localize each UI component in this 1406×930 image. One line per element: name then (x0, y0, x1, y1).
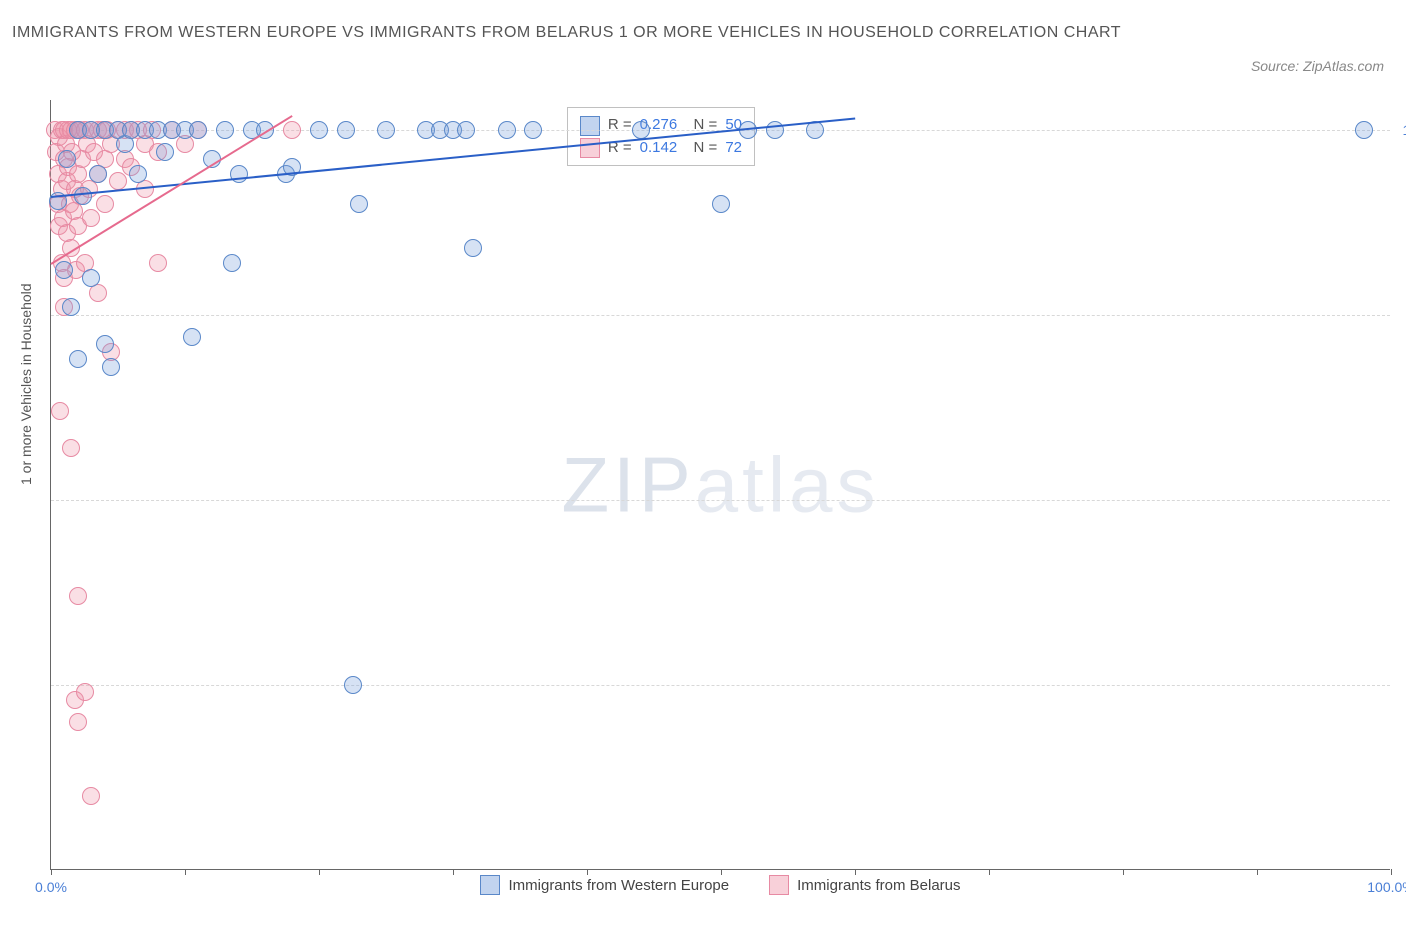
y-tick-label: 87.5% (1395, 307, 1406, 323)
pink-point (69, 587, 87, 605)
blue-point (102, 358, 120, 376)
grid-line (51, 315, 1390, 316)
x-tick (587, 869, 588, 875)
blue-point (632, 121, 650, 139)
swatch-blue-icon (580, 116, 600, 136)
stat-n-label: N = (685, 137, 717, 160)
blue-point (82, 269, 100, 287)
pink-point (82, 209, 100, 227)
blue-point (69, 350, 87, 368)
stats-row-pink: R = 0.142 N = 72 (580, 137, 742, 160)
blue-point (524, 121, 542, 139)
x-tick (453, 869, 454, 875)
pink-point (82, 787, 100, 805)
blue-point (216, 121, 234, 139)
grid-line (51, 500, 1390, 501)
stat-r-pink: 0.142 (640, 137, 678, 160)
legend-label-pink: Immigrants from Belarus (797, 877, 960, 894)
x-tick (1391, 869, 1392, 875)
blue-point (58, 150, 76, 168)
legend-item-blue: Immigrants from Western Europe (480, 875, 729, 895)
blue-point (377, 121, 395, 139)
pink-point (69, 713, 87, 731)
x-tick (1257, 869, 1258, 875)
pink-point (62, 439, 80, 457)
blue-point (62, 298, 80, 316)
x-tick (855, 869, 856, 875)
blue-point (766, 121, 784, 139)
blue-point (712, 195, 730, 213)
blue-point (457, 121, 475, 139)
stat-n-pink: 72 (725, 137, 742, 160)
pink-point (96, 195, 114, 213)
blue-point (337, 121, 355, 139)
grid-line (51, 685, 1390, 686)
blue-point (129, 165, 147, 183)
blue-point (223, 254, 241, 272)
y-axis-title: 1 or more Vehicles in Household (18, 283, 34, 485)
pink-point (51, 402, 69, 420)
y-tick-label: 100.0% (1395, 122, 1406, 138)
pink-point (149, 254, 167, 272)
watermark-atlas: atlas (695, 440, 880, 528)
source-label: Source: ZipAtlas.com (1251, 58, 1384, 74)
x-tick (721, 869, 722, 875)
blue-point (350, 195, 368, 213)
blue-point (1355, 121, 1373, 139)
swatch-pink-icon (580, 138, 600, 158)
swatch-blue-icon (480, 875, 500, 895)
pink-point (109, 172, 127, 190)
blue-point (498, 121, 516, 139)
stats-row-blue: R = 0.276 N = 50 (580, 114, 742, 137)
chart-title: IMMIGRANTS FROM WESTERN EUROPE VS IMMIGR… (12, 20, 1121, 46)
x-tick (319, 869, 320, 875)
y-tick-label: 62.5% (1395, 677, 1406, 693)
x-tick (989, 869, 990, 875)
legend-item-pink: Immigrants from Belarus (769, 875, 960, 895)
x-tick (51, 869, 52, 875)
blue-point (464, 239, 482, 257)
legend-label-blue: Immigrants from Western Europe (508, 877, 729, 894)
x-tick-label: 0.0% (35, 879, 67, 895)
bottom-legend: Immigrants from Western Europe Immigrant… (51, 875, 1390, 895)
x-tick (185, 869, 186, 875)
x-tick (1123, 869, 1124, 875)
watermark-zip: ZIP (561, 440, 694, 528)
blue-point (74, 187, 92, 205)
watermark: ZIPatlas (561, 439, 879, 530)
blue-point (183, 328, 201, 346)
blue-point (189, 121, 207, 139)
x-tick-label: 100.0% (1367, 879, 1406, 895)
blue-point (230, 165, 248, 183)
stat-r-label: R = (608, 114, 632, 137)
swatch-pink-icon (769, 875, 789, 895)
blue-point (344, 676, 362, 694)
plot-area: ZIPatlas R = 0.276 N = 50 R = 0.142 N = … (50, 100, 1390, 870)
blue-point (156, 143, 174, 161)
y-tick-label: 75.0% (1395, 492, 1406, 508)
pink-point (76, 683, 94, 701)
blue-point (55, 261, 73, 279)
blue-point (89, 165, 107, 183)
blue-point (96, 335, 114, 353)
pink-point (283, 121, 301, 139)
blue-point (310, 121, 328, 139)
